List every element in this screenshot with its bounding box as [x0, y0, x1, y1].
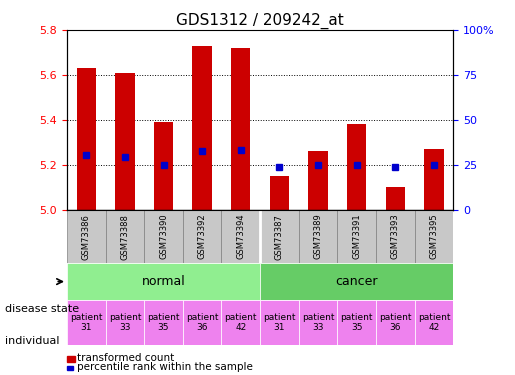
FancyBboxPatch shape — [337, 300, 376, 345]
Text: GSM73388: GSM73388 — [121, 214, 129, 260]
FancyBboxPatch shape — [106, 300, 144, 345]
Bar — [386, 188, 405, 210]
Text: patient
36: patient 36 — [186, 313, 218, 332]
FancyBboxPatch shape — [376, 300, 415, 345]
Text: individual: individual — [5, 336, 60, 346]
Text: patient
42: patient 42 — [225, 313, 257, 332]
Bar — [154, 122, 173, 210]
Text: patient
31: patient 31 — [70, 313, 102, 332]
Text: cancer: cancer — [335, 275, 378, 288]
FancyBboxPatch shape — [415, 300, 453, 345]
Text: GSM73387: GSM73387 — [275, 214, 284, 260]
FancyBboxPatch shape — [260, 263, 453, 300]
FancyBboxPatch shape — [376, 210, 415, 263]
Text: GSM73390: GSM73390 — [159, 214, 168, 260]
Text: percentile rank within the sample: percentile rank within the sample — [77, 363, 253, 372]
FancyBboxPatch shape — [221, 210, 260, 263]
Bar — [347, 124, 366, 210]
Text: patient
33: patient 33 — [109, 313, 141, 332]
FancyBboxPatch shape — [337, 210, 376, 263]
Text: GSM73389: GSM73389 — [314, 214, 322, 260]
FancyBboxPatch shape — [67, 263, 260, 300]
FancyBboxPatch shape — [183, 210, 221, 263]
Bar — [270, 176, 289, 210]
Bar — [231, 48, 250, 210]
Text: GSM73395: GSM73395 — [430, 214, 438, 260]
FancyBboxPatch shape — [221, 300, 260, 345]
Text: disease state: disease state — [5, 304, 79, 314]
Text: patient
33: patient 33 — [302, 313, 334, 332]
Bar — [308, 152, 328, 210]
FancyBboxPatch shape — [144, 300, 183, 345]
Bar — [77, 68, 96, 210]
Bar — [424, 149, 443, 210]
FancyBboxPatch shape — [144, 210, 183, 263]
Title: GDS1312 / 209242_at: GDS1312 / 209242_at — [176, 12, 344, 28]
Bar — [193, 46, 212, 210]
FancyBboxPatch shape — [260, 300, 299, 345]
Bar — [115, 73, 134, 210]
FancyBboxPatch shape — [260, 210, 299, 263]
Text: patient
35: patient 35 — [147, 313, 180, 332]
Text: patient
31: patient 31 — [263, 313, 296, 332]
Text: GSM73394: GSM73394 — [236, 214, 245, 260]
Text: normal: normal — [142, 275, 185, 288]
FancyBboxPatch shape — [415, 210, 453, 263]
Text: GSM73392: GSM73392 — [198, 214, 207, 260]
Text: GSM73391: GSM73391 — [352, 214, 361, 260]
Text: GSM73386: GSM73386 — [82, 214, 91, 260]
Text: transformed count: transformed count — [77, 353, 175, 363]
FancyBboxPatch shape — [299, 300, 337, 345]
Text: patient
42: patient 42 — [418, 313, 450, 332]
Text: GSM73393: GSM73393 — [391, 214, 400, 260]
Text: patient
36: patient 36 — [379, 313, 411, 332]
FancyBboxPatch shape — [299, 210, 337, 263]
FancyBboxPatch shape — [183, 300, 221, 345]
FancyBboxPatch shape — [67, 300, 106, 345]
FancyBboxPatch shape — [67, 210, 106, 263]
FancyBboxPatch shape — [106, 210, 144, 263]
Text: patient
35: patient 35 — [340, 313, 373, 332]
